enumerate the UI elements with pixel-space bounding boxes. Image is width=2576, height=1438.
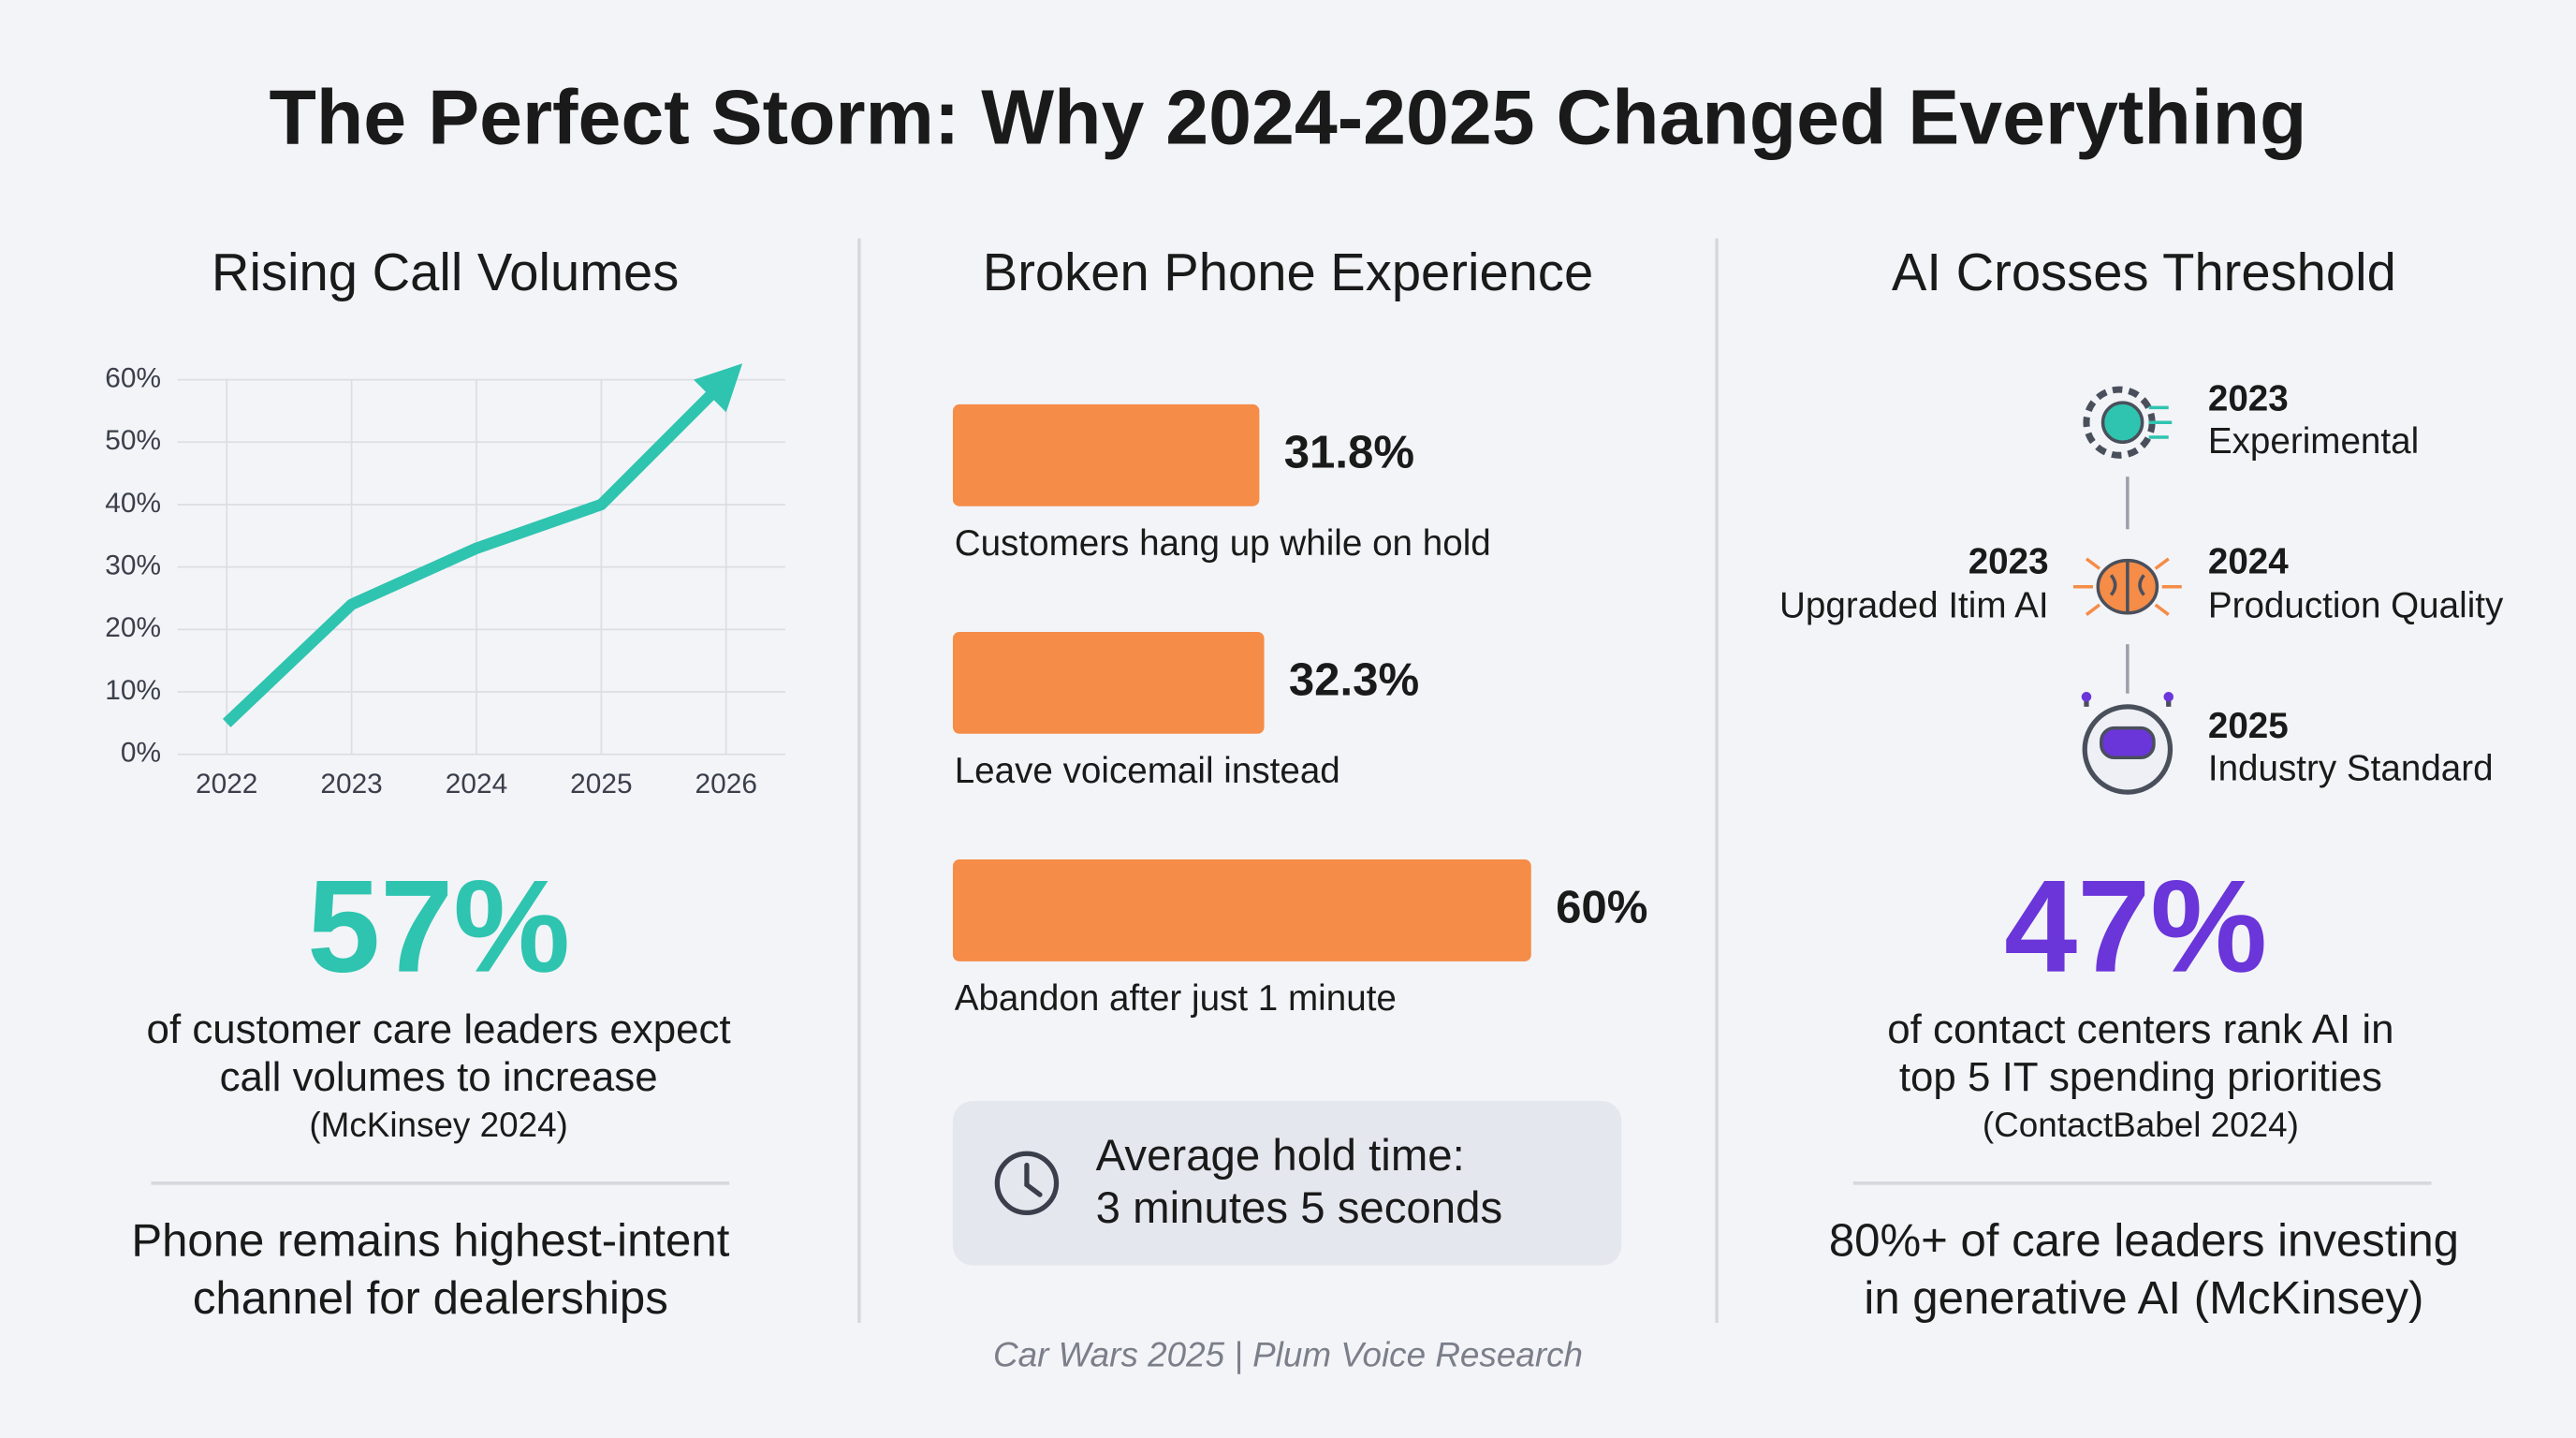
bar-value-label: 60%	[1556, 882, 1647, 932]
footer: Car Wars 2025 | Plum Voice Research	[993, 1336, 1583, 1374]
y-tick-label: 50%	[105, 425, 161, 456]
note-text: channel for dealerships	[193, 1273, 668, 1324]
bar-category-label: Leave voicemail instead	[955, 751, 1340, 791]
bar-category-label: Customers hang up while on hold	[955, 523, 1491, 564]
x-tick-label: 2023	[320, 769, 382, 800]
y-tick-label: 0%	[121, 738, 161, 769]
stat-value: 47%	[2004, 853, 2267, 1000]
timeline-year: 2024	[2208, 541, 2289, 581]
stat-text: of customer care leaders expect	[147, 1006, 731, 1052]
x-tick-label: 2024	[446, 769, 507, 800]
bar-value-label: 32.3%	[1289, 654, 1419, 705]
brain-icon	[2072, 557, 2182, 616]
stat-text: top 5 IT spending priorities	[1899, 1054, 2382, 1100]
bar-category-label: Abandon after just 1 minute	[955, 978, 1397, 1019]
note-text: Phone remains highest-intent	[131, 1216, 729, 1267]
robot-icon	[2081, 692, 2174, 795]
trend-line	[222, 363, 743, 727]
timeline-label: Production Quality	[2208, 586, 2504, 626]
hold-time-text: 3 minutes 5 seconds	[1096, 1183, 1503, 1233]
timeline-label: Upgraded Itim AI	[1779, 586, 2049, 626]
y-tick-label: 60%	[105, 362, 161, 393]
note-text: in generative AI (McKinsey)	[1864, 1273, 2423, 1324]
bar	[952, 631, 1265, 734]
y-tick-label: 30%	[105, 550, 161, 581]
bar-value-label: 31.8%	[1284, 427, 1414, 477]
bar	[952, 859, 1531, 961]
gear-icon	[2083, 386, 2173, 459]
timeline-year: 2023	[2208, 379, 2289, 419]
timeline-year: 2023	[1969, 541, 2049, 581]
hold-time-box	[952, 1101, 1622, 1266]
y-tick-label: 20%	[105, 612, 161, 643]
line-chart: 0% 10% 20% 30% 40% 50% 60% 2022 2023 2024 2025 2026	[105, 362, 785, 800]
x-tick-label: 2022	[196, 769, 257, 800]
x-tick-label: 2026	[695, 769, 757, 800]
y-tick-label: 10%	[105, 675, 161, 706]
section-title: Rising Call Volumes	[212, 242, 679, 301]
hold-time-text: Average hold time:	[1096, 1131, 1465, 1181]
bar	[952, 404, 1260, 506]
stat-text: of contact centers rank AI in	[1887, 1006, 2393, 1052]
stat-source: (McKinsey 2024)	[309, 1106, 567, 1144]
bar-chart: 31.8% Customers hang up while on hold 32.3…	[952, 404, 1647, 1019]
y-tick-label: 40%	[105, 488, 161, 519]
clock-icon	[994, 1151, 1060, 1216]
timeline-label: Industry Standard	[2208, 748, 2494, 788]
timeline-label: Experimental	[2208, 421, 2419, 462]
stat-value: 57%	[307, 853, 570, 1000]
stat-source: (ContactBabel 2024)	[1983, 1106, 2299, 1144]
x-tick-label: 2025	[570, 769, 632, 800]
note-text: 80%+ of care leaders investing	[1829, 1216, 2459, 1267]
stat-text: call volumes to increase	[220, 1054, 658, 1100]
timeline-year: 2025	[2208, 706, 2289, 746]
section-title: Broken Phone Experience	[983, 242, 1593, 301]
main-title: The Perfect Storm: Why 2024-2025 Changed…	[270, 75, 2307, 161]
section-title: AI Crosses Threshold	[1892, 242, 2396, 301]
